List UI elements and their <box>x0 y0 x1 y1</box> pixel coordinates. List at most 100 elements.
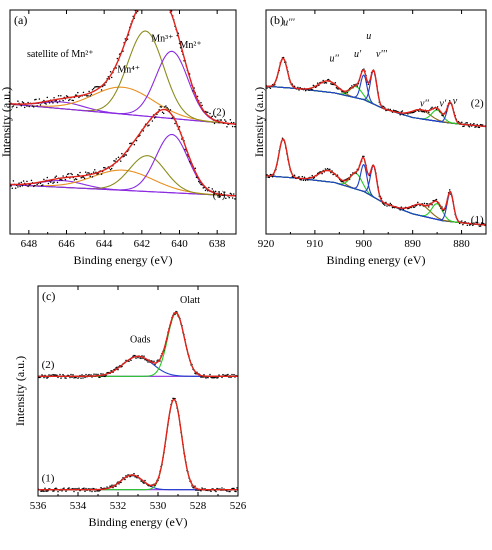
raw-point <box>115 485 117 487</box>
raw-point <box>293 85 296 87</box>
raw-point <box>147 125 149 127</box>
raw-point <box>55 175 58 177</box>
raw-point <box>43 178 45 181</box>
raw-point <box>109 71 112 73</box>
raw-point <box>32 106 35 108</box>
raw-point <box>166 1 168 3</box>
raw-point <box>65 490 67 492</box>
raw-point <box>188 160 191 163</box>
raw-point <box>217 376 219 379</box>
raw-point <box>469 123 472 125</box>
raw-point <box>73 490 75 493</box>
component-peak-0-0 <box>266 57 486 128</box>
raw-point <box>53 181 55 183</box>
raw-point <box>170 117 173 120</box>
raw-point <box>22 102 25 104</box>
raw-point <box>269 87 272 89</box>
raw-point <box>89 175 91 178</box>
raw-point <box>72 487 74 490</box>
raw-point <box>327 78 330 81</box>
raw-point <box>159 106 162 108</box>
raw-point <box>70 172 72 175</box>
raw-point <box>423 111 426 113</box>
raw-point <box>79 171 81 174</box>
raw-point <box>308 89 310 92</box>
raw-point <box>52 182 54 184</box>
raw-point <box>147 361 149 363</box>
raw-point <box>47 490 49 492</box>
raw-point <box>129 142 131 145</box>
raw-point <box>91 176 94 178</box>
raw-point <box>97 172 99 175</box>
raw-point <box>64 178 67 181</box>
raw-point <box>298 176 300 178</box>
plot-frame <box>37 285 239 497</box>
raw-point <box>77 91 79 94</box>
raw-point <box>10 185 12 187</box>
raw-point <box>231 125 234 128</box>
raw-point <box>88 90 90 93</box>
raw-point <box>59 373 61 376</box>
raw-point <box>27 101 29 104</box>
raw-point <box>43 490 45 493</box>
raw-point <box>66 95 69 98</box>
raw-point <box>71 99 73 102</box>
raw-point <box>38 98 41 100</box>
raw-point <box>435 198 438 201</box>
raw-point <box>267 176 269 178</box>
raw-point <box>432 199 434 202</box>
raw-point <box>46 377 48 379</box>
component-peak-1-3 <box>10 133 236 197</box>
raw-point <box>57 95 60 97</box>
raw-point <box>162 112 165 115</box>
raw-point <box>399 113 401 116</box>
x-tick-label: 920 <box>258 238 275 250</box>
peak-annotation: u'' <box>330 54 340 65</box>
panel-c-o1s: 536 534 532 530 528 526 Binding energy (eV) Int… <box>13 285 247 529</box>
raw-point <box>18 182 20 184</box>
raw-point <box>43 376 45 379</box>
raw-point <box>205 377 207 379</box>
raw-point <box>303 176 306 179</box>
x-tick-label: 644 <box>96 238 113 250</box>
raw-point <box>11 106 14 108</box>
x-tick-label: 640 <box>171 238 188 250</box>
raw-point <box>299 86 301 89</box>
raw-point <box>94 86 96 88</box>
raw-point <box>271 175 274 178</box>
raw-point <box>77 377 79 379</box>
raw-point <box>475 125 477 128</box>
plot-frame <box>265 9 487 235</box>
raw-point <box>448 189 451 191</box>
raw-point <box>218 374 220 376</box>
raw-point <box>389 202 392 205</box>
panel-a-mn2p: 648 646 644 642 640 638 Binding energy (eV) Int… <box>0 1 237 267</box>
raw-point <box>126 38 129 40</box>
raw-point <box>84 376 86 379</box>
raw-point <box>165 105 167 107</box>
raw-point <box>407 113 409 115</box>
raw-point <box>341 180 343 183</box>
raw-point <box>60 377 62 379</box>
raw-point <box>140 357 142 360</box>
x-tick-label: 900 <box>356 238 373 250</box>
raw-point <box>395 110 397 112</box>
raw-point <box>143 355 145 357</box>
raw-point <box>76 487 78 490</box>
envelope-fit-1 <box>10 108 236 197</box>
raw-point <box>225 120 227 123</box>
raw-point <box>169 6 171 8</box>
peak-annotation: u' <box>354 49 362 60</box>
raw-point <box>28 105 30 108</box>
raw-point <box>334 82 337 84</box>
raw-point <box>75 376 77 379</box>
raw-point <box>336 87 339 90</box>
raw-point <box>32 185 35 188</box>
raw-point <box>135 139 138 142</box>
raw-point <box>43 99 45 102</box>
peak-annotation: v <box>453 96 458 107</box>
raw-point <box>44 487 46 490</box>
raw-point <box>78 96 80 99</box>
raw-point <box>85 373 87 376</box>
raw-point <box>220 119 223 121</box>
